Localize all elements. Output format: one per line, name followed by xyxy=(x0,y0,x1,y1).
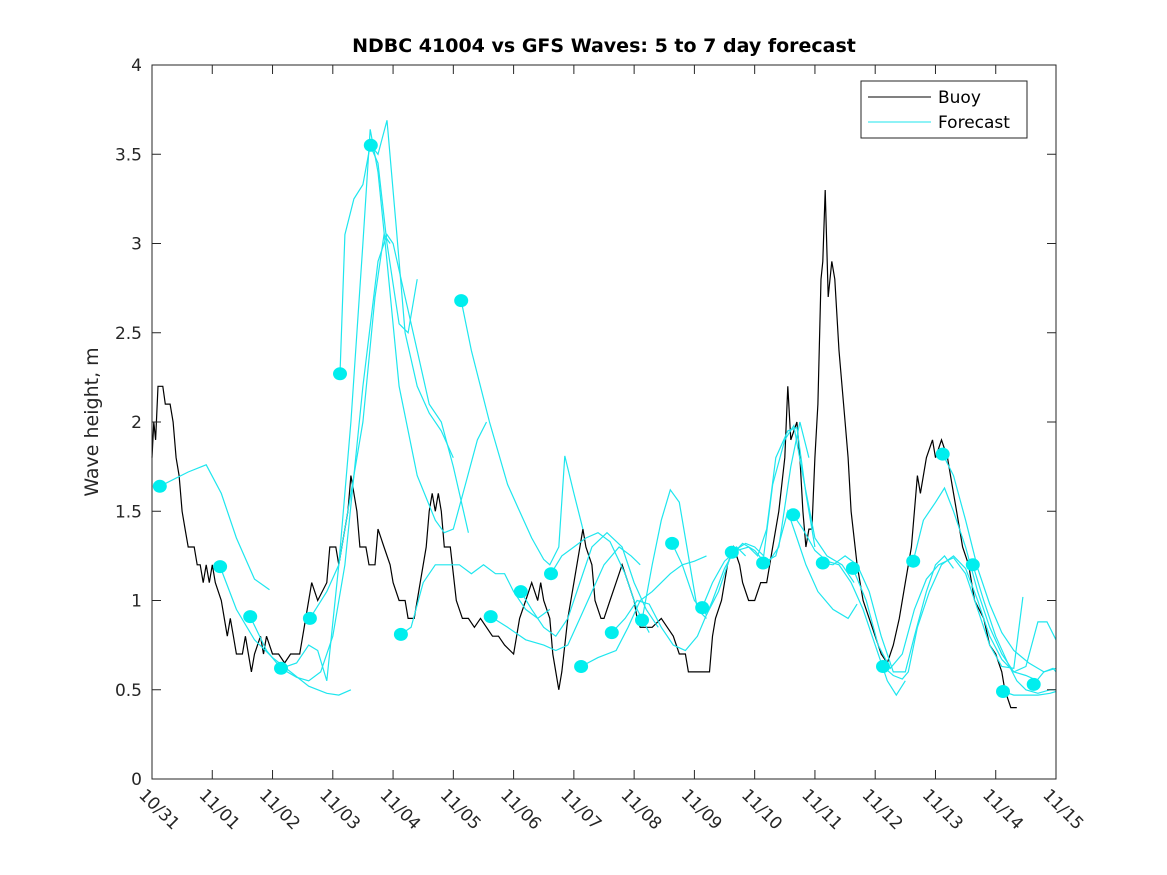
y-tick-label: 2.5 xyxy=(115,324,142,344)
forecast-start-marker xyxy=(513,585,528,599)
forecast-line xyxy=(249,233,469,682)
forecast-start-marker xyxy=(695,601,710,615)
legend: Buoy Forecast xyxy=(860,80,1028,139)
forecast-line xyxy=(762,509,858,620)
forecast-line xyxy=(792,514,906,697)
chart-title: NDBC 41004 vs GFS Waves: 5 to 7 day fore… xyxy=(352,35,856,57)
forecast-start-marker xyxy=(935,447,950,461)
forecast-start-marker xyxy=(845,561,860,575)
legend-forecast-label: Forecast xyxy=(938,113,1010,133)
forecast-start-marker xyxy=(724,545,739,559)
forecast-start-marker xyxy=(574,660,589,673)
forecast-start-marker xyxy=(604,626,619,640)
forecast-line xyxy=(641,488,707,621)
y-tick-label: 1.5 xyxy=(115,502,142,522)
forecast-line xyxy=(400,564,551,635)
forecast-line xyxy=(1033,667,1057,685)
forecast-start-marker xyxy=(756,556,771,570)
forecast-start-marker xyxy=(635,613,649,627)
forecast-line xyxy=(671,421,810,616)
y-tick-label: 2 xyxy=(131,413,142,433)
forecast-start-marker xyxy=(1026,677,1041,691)
forecast-start-marker xyxy=(876,660,890,673)
forecast-line xyxy=(1002,690,1057,696)
forecast-start-marker xyxy=(786,508,801,522)
y-axis-label: Wave height, m xyxy=(81,347,103,496)
forecast-start-marker xyxy=(333,367,347,381)
forecast-start-marker xyxy=(393,627,408,641)
forecast-start-marker xyxy=(274,661,288,675)
forecast-line xyxy=(852,556,1024,670)
forecast-line xyxy=(882,555,1057,680)
forecast-line xyxy=(370,120,454,458)
forecast-line xyxy=(611,546,747,652)
forecast-line xyxy=(280,129,488,681)
forecast-start-marker xyxy=(906,554,921,568)
forecast-start-marker xyxy=(996,685,1010,698)
forecast-line xyxy=(550,532,650,633)
forecast-line xyxy=(972,564,1056,694)
forecast-line xyxy=(490,546,641,652)
forecast-line xyxy=(942,453,1057,673)
forecast-start-marker xyxy=(965,558,980,572)
forecast-start-marker xyxy=(815,556,830,570)
forecast-line xyxy=(460,300,584,566)
forecast-line xyxy=(309,232,391,619)
y-tick-label: 0 xyxy=(131,770,142,790)
forecast-start-marker xyxy=(213,560,228,574)
y-tick-label: 3.5 xyxy=(115,145,142,165)
forecast-start-marker xyxy=(152,479,167,493)
buoy-line xyxy=(151,189,1017,709)
forecast-line xyxy=(520,531,659,638)
forecast-line xyxy=(701,426,816,608)
forecast-line xyxy=(822,554,954,673)
legend-box xyxy=(860,80,1028,139)
forecast-start-marker xyxy=(544,567,558,581)
forecast-start-marker xyxy=(454,294,469,308)
forecast-start-marker xyxy=(243,610,258,624)
y-axis: 0 0.5 1 1.5 2 2.5 3 3.5 4 xyxy=(115,56,1056,790)
legend-buoy-label: Buoy xyxy=(938,88,981,108)
forecast-start-marker xyxy=(363,138,378,152)
forecast-line xyxy=(339,143,418,374)
y-tick-label: 0.5 xyxy=(115,681,142,701)
forecast-start-marker xyxy=(483,610,498,624)
buoy-series xyxy=(151,189,1017,709)
forecast-line xyxy=(731,423,855,583)
forecast-line xyxy=(219,566,352,696)
forecast-start-marker xyxy=(302,611,317,625)
y-tick-label: 4 xyxy=(131,56,142,76)
plot-area xyxy=(152,65,1056,779)
forecast-start-marker xyxy=(665,536,680,550)
forecast-line xyxy=(159,464,270,591)
forecast-start-markers xyxy=(152,138,1041,698)
y-tick-label: 1 xyxy=(131,592,142,612)
y-tick-label: 3 xyxy=(131,235,142,255)
